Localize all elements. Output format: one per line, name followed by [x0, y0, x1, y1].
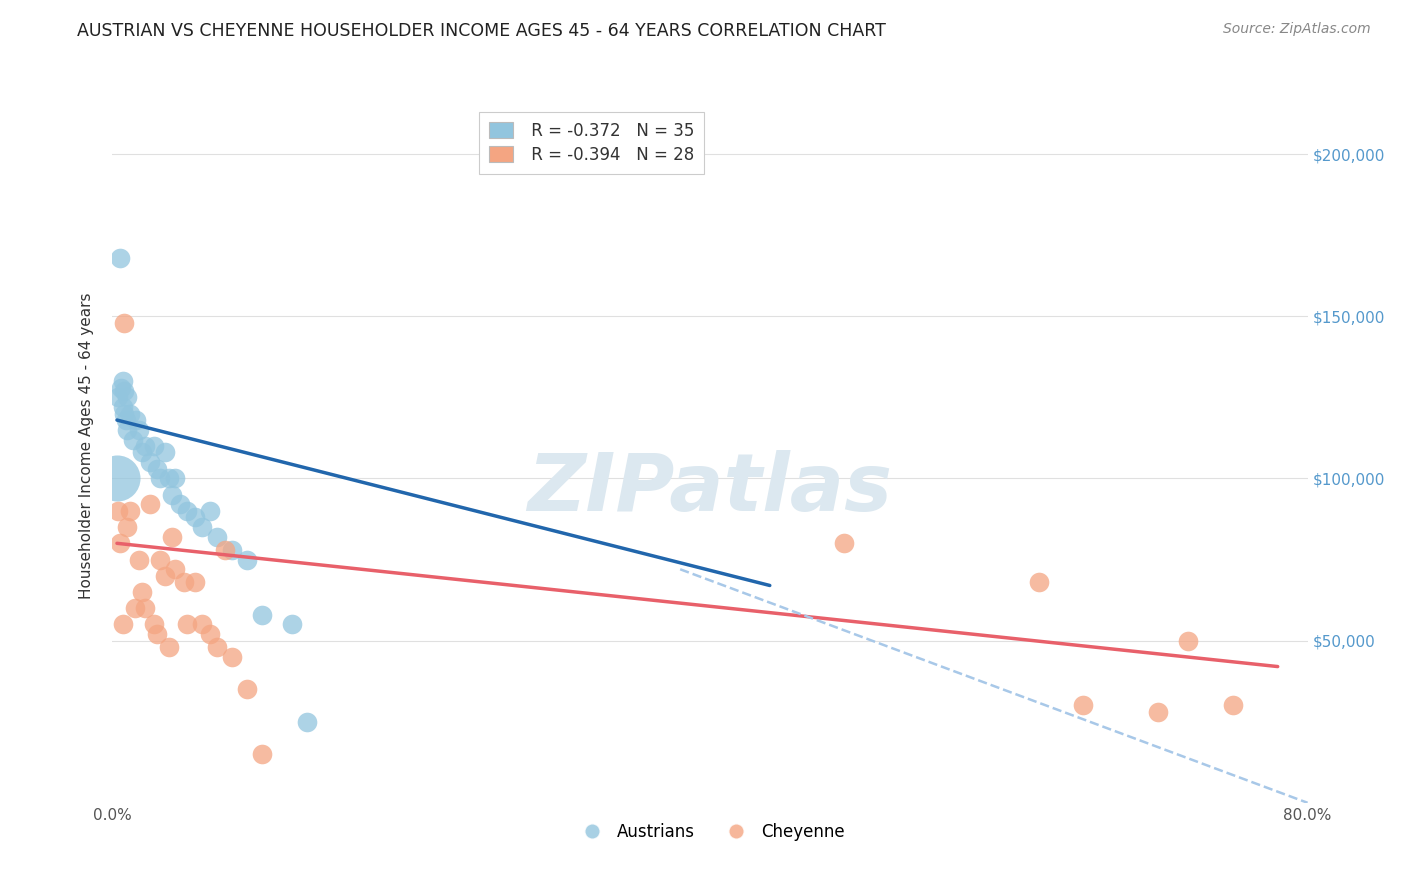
- Point: [143, 439, 166, 453]
- Point: [111, 617, 134, 632]
- Point: [281, 617, 304, 632]
- Point: [221, 542, 243, 557]
- Text: AUSTRIAN VS CHEYENNE HOUSEHOLDER INCOME AGES 45 - 64 YEARS CORRELATION CHART: AUSTRIAN VS CHEYENNE HOUSEHOLDER INCOME …: [77, 22, 886, 40]
- Point: [214, 542, 236, 557]
- Point: [111, 400, 134, 414]
- Point: [115, 413, 138, 427]
- Point: [153, 445, 176, 459]
- Point: [1222, 698, 1244, 713]
- Legend: Austrians, Cheyenne: Austrians, Cheyenne: [568, 817, 852, 848]
- Point: [149, 471, 172, 485]
- Point: [131, 585, 153, 599]
- Point: [221, 649, 243, 664]
- Point: [250, 607, 273, 622]
- Point: [236, 552, 259, 566]
- Point: [236, 682, 259, 697]
- Point: [183, 510, 205, 524]
- Point: [191, 617, 214, 632]
- Point: [143, 617, 166, 632]
- Point: [110, 381, 132, 395]
- Point: [125, 413, 148, 427]
- Point: [134, 601, 156, 615]
- Point: [165, 471, 187, 485]
- Point: [295, 714, 318, 729]
- Point: [176, 504, 198, 518]
- Point: [176, 617, 198, 632]
- Point: [153, 568, 176, 582]
- Point: [250, 747, 273, 761]
- Point: [114, 384, 135, 398]
- Point: [122, 433, 145, 447]
- Point: [134, 439, 156, 453]
- Point: [169, 497, 191, 511]
- Point: [139, 455, 162, 469]
- Text: ZIPatlas: ZIPatlas: [527, 450, 893, 528]
- Point: [1177, 633, 1199, 648]
- Point: [120, 407, 142, 421]
- Point: [162, 530, 183, 544]
- Point: [834, 536, 856, 550]
- Point: [198, 627, 221, 641]
- Text: Source: ZipAtlas.com: Source: ZipAtlas.com: [1223, 22, 1371, 37]
- Point: [162, 488, 183, 502]
- Point: [149, 552, 172, 566]
- Point: [146, 461, 169, 475]
- Point: [165, 562, 187, 576]
- Point: [131, 445, 153, 459]
- Point: [117, 520, 139, 534]
- Point: [205, 530, 228, 544]
- Point: [114, 316, 135, 330]
- Point: [157, 640, 180, 654]
- Point: [1028, 575, 1050, 590]
- Point: [107, 390, 129, 404]
- Point: [1147, 705, 1170, 719]
- Point: [183, 575, 205, 590]
- Point: [1073, 698, 1095, 713]
- Point: [198, 504, 221, 518]
- Y-axis label: Householder Income Ages 45 - 64 years: Householder Income Ages 45 - 64 years: [79, 293, 94, 599]
- Point: [117, 390, 139, 404]
- Point: [139, 497, 162, 511]
- Point: [157, 471, 180, 485]
- Point: [173, 575, 195, 590]
- Point: [117, 423, 139, 437]
- Point: [107, 504, 129, 518]
- Point: [114, 407, 135, 421]
- Point: [191, 520, 214, 534]
- Point: [205, 640, 228, 654]
- Point: [128, 423, 150, 437]
- Point: [105, 471, 128, 485]
- Point: [124, 601, 146, 615]
- Point: [146, 627, 169, 641]
- Point: [120, 504, 142, 518]
- Point: [111, 374, 134, 388]
- Point: [108, 536, 131, 550]
- Point: [128, 552, 150, 566]
- Point: [108, 251, 131, 265]
